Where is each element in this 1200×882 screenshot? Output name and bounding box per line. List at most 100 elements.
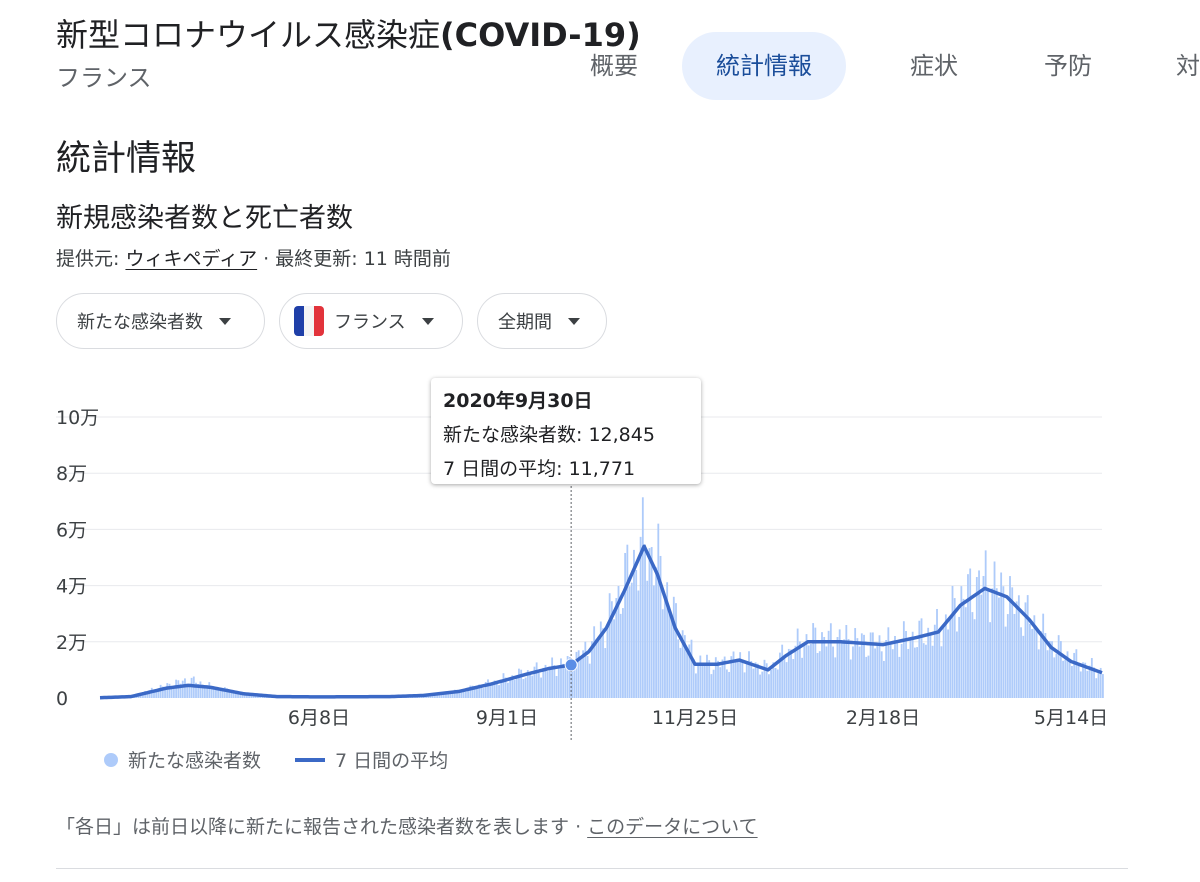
daily-bar	[526, 670, 529, 698]
daily-bar	[761, 671, 764, 698]
daily-bar	[922, 643, 925, 698]
daily-bar	[677, 639, 680, 698]
daily-bar	[608, 593, 611, 698]
daily-bar	[230, 691, 233, 698]
daily-bar	[591, 641, 593, 698]
daily-bar	[1066, 651, 1069, 698]
title-latin: (COVID-19)	[440, 16, 641, 54]
daily-bar	[714, 657, 717, 698]
country-dropdown[interactable]: フランス	[279, 293, 463, 349]
tab-prevention[interactable]: 予防	[1044, 52, 1092, 80]
tab-symptoms[interactable]: 症状	[910, 52, 958, 80]
daily-bar	[967, 574, 969, 698]
daily-bar	[818, 651, 821, 698]
daily-bar	[712, 669, 715, 698]
source-link[interactable]: ウィキペディア	[125, 248, 258, 270]
daily-bar	[944, 614, 947, 698]
daily-bar	[679, 647, 682, 698]
daily-bar	[582, 650, 585, 698]
daily-bar	[551, 657, 554, 698]
x-tick-label: 11月25日	[652, 707, 738, 729]
daily-bar	[845, 625, 848, 698]
daily-bar	[469, 685, 472, 698]
daily-bar	[148, 690, 151, 698]
daily-bar	[670, 619, 673, 698]
daily-bar	[785, 662, 788, 698]
daily-bar	[1002, 586, 1005, 698]
daily-bar	[166, 683, 169, 698]
daily-cases-bars	[100, 497, 1104, 698]
daily-bar	[442, 692, 445, 698]
tab-statistics[interactable]: 統計情報	[682, 32, 846, 100]
daily-bar	[445, 691, 447, 698]
daily-bar	[223, 687, 226, 698]
daily-bar	[637, 590, 640, 698]
daily-bar	[695, 673, 697, 698]
daily-bar	[537, 673, 540, 698]
daily-bar	[728, 671, 730, 698]
daily-bar	[491, 684, 494, 698]
daily-bar	[524, 677, 527, 698]
daily-bar	[451, 691, 454, 698]
daily-bar	[172, 686, 175, 698]
daily-bar	[434, 695, 436, 698]
daily-bar	[652, 585, 655, 698]
daily-bar	[878, 635, 881, 698]
source-prefix: 提供元:	[56, 248, 120, 270]
daily-bar	[1077, 665, 1080, 698]
location-subtitle: フランス	[56, 64, 152, 92]
daily-bar	[982, 576, 985, 698]
tab-treatment[interactable]: 対	[1176, 52, 1200, 80]
daily-bar	[774, 668, 777, 698]
daily-bar	[794, 645, 797, 698]
daily-bar	[750, 661, 753, 698]
daily-bar	[535, 662, 538, 698]
daily-bar	[816, 653, 819, 698]
daily-bar	[752, 668, 755, 698]
daily-bar	[179, 683, 182, 698]
daily-bar	[748, 651, 750, 698]
about-data-link[interactable]: このデータについて	[587, 816, 758, 838]
daily-bar	[927, 627, 930, 698]
source-separator: ·	[263, 248, 270, 270]
daily-bar	[571, 671, 573, 698]
daily-bar	[184, 678, 186, 698]
daily-bar	[177, 680, 180, 698]
daily-bar	[170, 688, 173, 698]
tab-overview[interactable]: 概要	[590, 52, 638, 80]
seven-day-average-line	[99, 544, 1103, 700]
france-flag-icon	[294, 306, 324, 336]
chevron-down-icon	[219, 317, 231, 325]
daily-bar	[584, 641, 587, 698]
y-tick-label: 6万	[56, 519, 87, 541]
daily-bar	[650, 547, 653, 698]
daily-bar	[871, 632, 874, 698]
daily-bar	[1099, 667, 1102, 698]
daily-bar	[1062, 660, 1064, 698]
daily-bar	[666, 582, 669, 698]
daily-bar	[542, 667, 545, 698]
daily-bar	[719, 667, 722, 698]
daily-bar	[856, 638, 859, 698]
daily-bar	[741, 661, 744, 698]
daily-bar	[936, 608, 938, 698]
daily-bar	[153, 689, 155, 698]
section-title: 統計情報	[56, 139, 197, 179]
daily-bar	[226, 688, 228, 698]
daily-bar	[146, 691, 149, 698]
metric-dropdown[interactable]: 新たな感染者数	[56, 293, 265, 349]
daily-bar	[821, 632, 823, 698]
daily-bar	[659, 555, 662, 698]
daily-bar	[798, 641, 801, 698]
daily-bar	[228, 691, 231, 698]
daily-bar	[557, 668, 560, 698]
daily-bar	[825, 646, 828, 698]
daily-bar	[1055, 653, 1058, 698]
cases-chart[interactable]: 0 2万 4万 6万 8万 10万 6月8日 9月1日 11月25日 2月18日 5月14日	[0, 360, 1200, 750]
daily-bar	[161, 686, 164, 698]
daily-bar	[706, 654, 708, 698]
daily-bar	[913, 647, 916, 698]
period-dropdown[interactable]: 全期間	[477, 293, 607, 349]
daily-bar	[814, 627, 817, 698]
daily-bar	[834, 657, 837, 698]
